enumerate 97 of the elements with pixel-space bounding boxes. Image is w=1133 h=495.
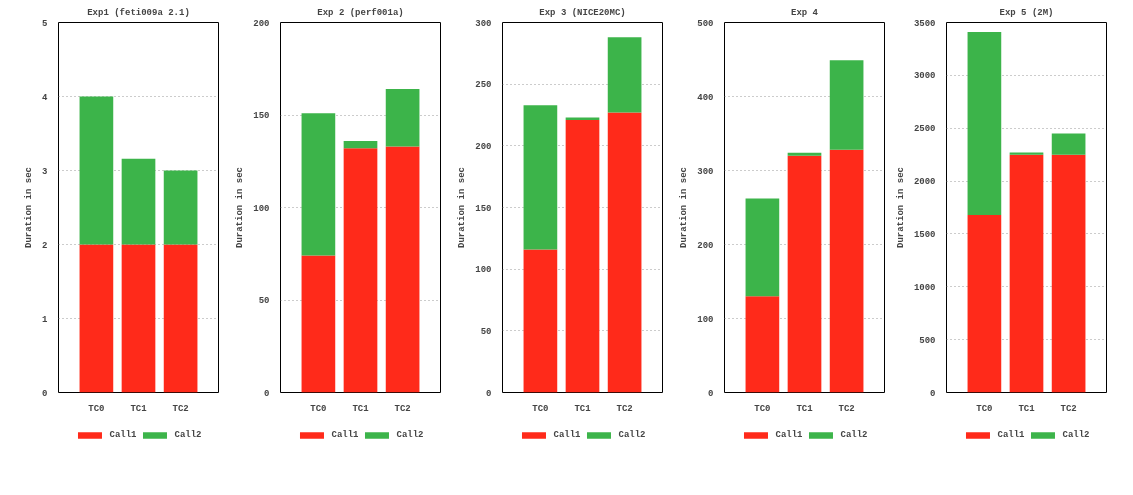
bar bbox=[787, 152, 822, 156]
bar bbox=[301, 255, 336, 393]
y-tick-label: 3500 bbox=[913, 18, 936, 29]
y-tick-label: 200 bbox=[253, 18, 270, 29]
y-tick-label: 200 bbox=[697, 240, 714, 251]
y-tick-label: 2000 bbox=[913, 177, 936, 188]
bar bbox=[745, 198, 780, 297]
y-tick-label: 150 bbox=[475, 203, 492, 214]
bar bbox=[829, 60, 864, 150]
legend-label: Call1 bbox=[331, 430, 359, 440]
x-tick-label: TC0 bbox=[310, 403, 327, 414]
bar bbox=[1009, 152, 1044, 155]
legend-label: Call1 bbox=[553, 430, 581, 440]
x-tick-label: TC2 bbox=[616, 403, 633, 414]
legend-label: Call2 bbox=[840, 430, 868, 440]
y-tick-label: 2500 bbox=[913, 124, 936, 135]
y-tick-label: 3000 bbox=[913, 71, 936, 82]
y-tick-label: 50 bbox=[258, 296, 270, 306]
y-tick-label: 1 bbox=[42, 314, 49, 325]
x-tick-label: TC1 bbox=[130, 403, 148, 414]
chart-title: Exp1 (feti009a 2.1) bbox=[87, 7, 190, 18]
bar bbox=[565, 117, 600, 120]
y-tick-label: 200 bbox=[475, 141, 492, 152]
bar bbox=[121, 158, 156, 245]
y-tick-label: 150 bbox=[253, 111, 270, 121]
x-tick-label: TC2 bbox=[172, 403, 189, 414]
y-tick-label: 1500 bbox=[913, 229, 936, 240]
y-tick-label: 0 bbox=[486, 388, 492, 399]
bar bbox=[163, 244, 198, 393]
y-axis-title: Duration in sec bbox=[895, 166, 906, 249]
y-tick-label: 500 bbox=[697, 18, 714, 29]
x-tick-label: TC0 bbox=[976, 403, 993, 414]
y-tick-label: 2 bbox=[42, 240, 48, 251]
bar bbox=[79, 96, 114, 245]
legend-label: Call1 bbox=[997, 430, 1025, 440]
legend-label: Call2 bbox=[396, 430, 424, 440]
x-tick-label: TC1 bbox=[352, 403, 370, 414]
x-tick-label: TC0 bbox=[754, 403, 771, 414]
y-tick-label: 0 bbox=[264, 388, 270, 399]
bar bbox=[1009, 154, 1044, 393]
y-tick-label: 0 bbox=[42, 388, 48, 399]
bar bbox=[967, 32, 1002, 215]
y-axis-title: Duration in sec bbox=[235, 166, 246, 249]
y-tick-label: 100 bbox=[697, 314, 714, 325]
y-tick-label: 250 bbox=[475, 80, 492, 91]
y-tick-label: 4 bbox=[42, 92, 49, 103]
bar bbox=[1051, 154, 1086, 393]
bar bbox=[745, 296, 780, 393]
y-axis-title: Duration in sec bbox=[24, 166, 35, 249]
bar bbox=[1051, 133, 1086, 155]
y-tick-label: 300 bbox=[475, 18, 492, 29]
chart-title: Exp 5 (2M) bbox=[999, 7, 1054, 18]
bar bbox=[121, 244, 156, 393]
chart-title: Exp 3 (NICE20MC) bbox=[539, 7, 626, 18]
bar bbox=[343, 148, 378, 393]
bar bbox=[523, 249, 558, 393]
bar bbox=[163, 170, 198, 245]
y-tick-label: 100 bbox=[475, 265, 492, 276]
legend-label: Call2 bbox=[174, 430, 202, 440]
y-tick-label: 500 bbox=[919, 335, 936, 346]
bar bbox=[385, 146, 420, 393]
y-tick-label: 0 bbox=[708, 388, 714, 399]
bar bbox=[607, 37, 642, 113]
y-tick-label: 50 bbox=[480, 326, 492, 337]
legend-label: Call2 bbox=[1062, 430, 1090, 440]
bar bbox=[79, 244, 114, 393]
legend-label: Call2 bbox=[618, 430, 646, 440]
bar bbox=[385, 89, 420, 147]
bar bbox=[967, 214, 1002, 393]
x-tick-label: TC1 bbox=[574, 403, 592, 414]
legend-label: Call1 bbox=[109, 430, 137, 440]
bar bbox=[565, 119, 600, 393]
bar bbox=[301, 113, 336, 256]
y-tick-label: 0 bbox=[930, 388, 936, 399]
x-tick-label: TC1 bbox=[1018, 403, 1036, 414]
chart-title: Exp 2 (perf001a) bbox=[317, 7, 404, 18]
x-tick-label: TC0 bbox=[88, 403, 105, 414]
x-tick-label: TC2 bbox=[394, 403, 411, 414]
y-tick-label: 400 bbox=[697, 92, 714, 103]
y-tick-label: 3 bbox=[42, 166, 48, 177]
y-tick-label: 1000 bbox=[913, 282, 936, 293]
y-tick-label: 100 bbox=[253, 203, 270, 214]
bar bbox=[343, 140, 378, 149]
y-tick-label: 5 bbox=[42, 18, 48, 29]
bar bbox=[523, 105, 558, 250]
bar bbox=[829, 149, 864, 393]
bar bbox=[787, 155, 822, 393]
y-tick-label: 300 bbox=[697, 166, 714, 177]
legend-label: Call1 bbox=[775, 430, 803, 440]
chart-title: Exp 4 bbox=[791, 7, 819, 18]
x-tick-label: TC2 bbox=[838, 403, 855, 414]
x-tick-label: TC0 bbox=[532, 403, 549, 414]
y-axis-title: Duration in sec bbox=[679, 166, 690, 249]
x-tick-label: TC1 bbox=[796, 403, 814, 414]
bar bbox=[607, 112, 642, 393]
y-axis-title: Duration in sec bbox=[457, 166, 468, 249]
x-tick-label: TC2 bbox=[1060, 403, 1077, 414]
